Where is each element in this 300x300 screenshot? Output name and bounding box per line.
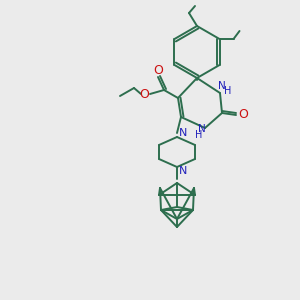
Text: N: N	[179, 166, 187, 176]
Text: O: O	[139, 88, 149, 100]
Text: N: N	[179, 128, 187, 138]
Text: H: H	[195, 130, 203, 140]
Text: H: H	[224, 86, 232, 96]
Text: O: O	[238, 109, 248, 122]
Text: N: N	[218, 81, 226, 91]
Text: N: N	[198, 124, 206, 134]
Text: O: O	[153, 64, 163, 76]
